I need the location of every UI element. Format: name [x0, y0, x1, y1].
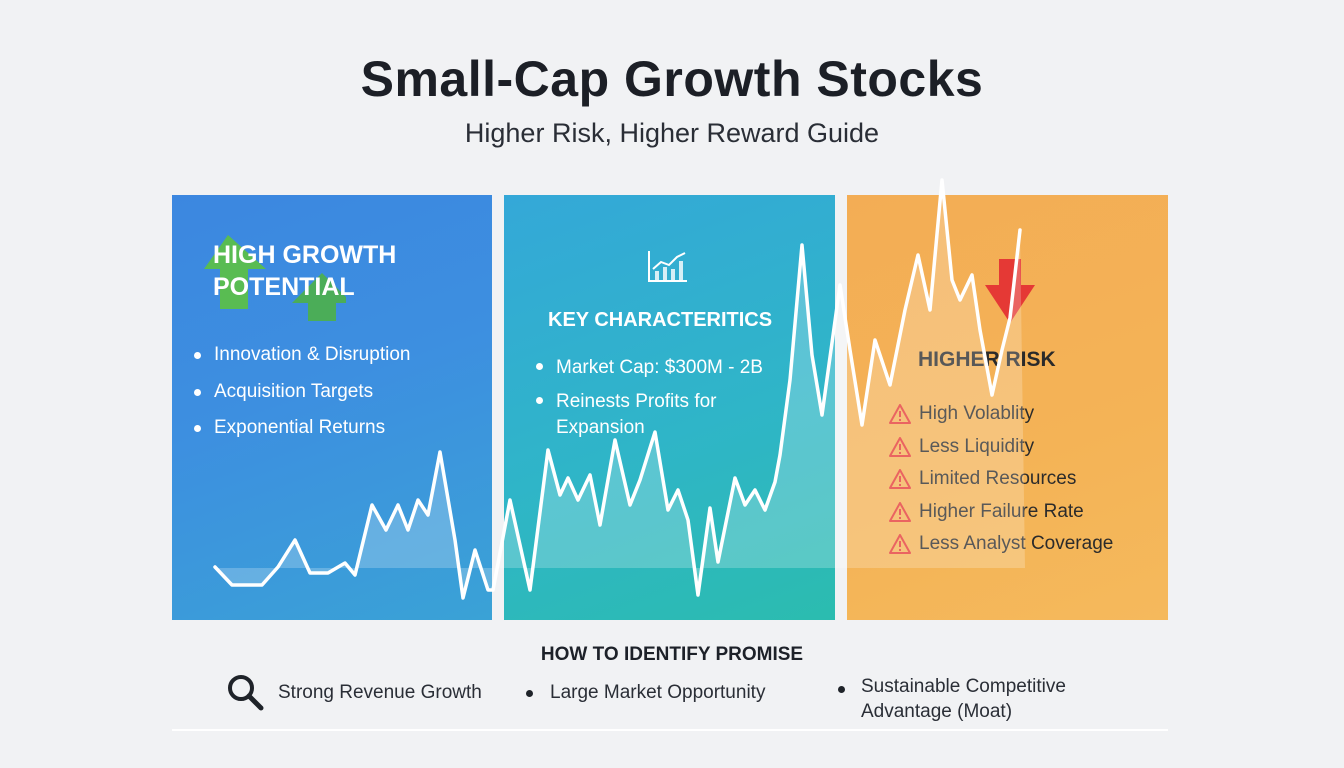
- bullet-dot: [526, 690, 533, 697]
- growth-heading-line1: HIGH GROWTH: [213, 241, 397, 269]
- characteristics-list: Market Cap: $300M - 2B Reinests Profits …: [532, 355, 763, 441]
- warning-icon: [889, 404, 911, 424]
- warning-icon: [889, 534, 911, 554]
- risk-panel: HIGHER RISK High Volablity Less Liquidit…: [847, 195, 1168, 620]
- growth-panel-heading: HIGH GROWTH POTENTIAL: [213, 239, 396, 303]
- promise-heading: HOW TO IDENTIFY PROMISE: [540, 644, 804, 665]
- list-item: Higher Failure Rate: [889, 501, 1113, 534]
- risk-heading: HIGHER RISK: [918, 348, 1056, 371]
- promise-item-market: Large Market Opportunity: [550, 682, 766, 703]
- bottom-divider: [172, 729, 1168, 731]
- warning-icon: [889, 469, 911, 489]
- list-item: Reinests Profits for Expansion: [532, 389, 763, 441]
- list-item: Less Liquidity: [889, 436, 1113, 469]
- growth-heading-line2: POTENTIAL: [213, 273, 355, 301]
- risk-list: High Volablity Less Liquidity Limited Re…: [889, 403, 1113, 566]
- list-item: Acquisition Targets: [190, 374, 410, 411]
- list-item: Less Analyst Coverage: [889, 533, 1113, 566]
- warning-icon: [889, 501, 911, 522]
- characteristics-heading: KEY CHARACTERITICS: [548, 309, 773, 331]
- list-item: Market Cap: $300M - 2B: [532, 355, 763, 381]
- list-item: Limited Resources: [889, 468, 1113, 501]
- list-item: Innovation & Disruption: [190, 337, 410, 374]
- bullet-dot: [838, 686, 845, 693]
- growth-panel: HIGH GROWTH POTENTIAL Innovation & Disru…: [172, 195, 492, 620]
- warning-icon: [889, 436, 911, 457]
- growth-list: Innovation & Disruption Acquisition Targ…: [190, 337, 410, 447]
- page-title: Small-Cap Growth Stocks: [360, 51, 984, 107]
- down-arrow-icon: [985, 259, 1035, 323]
- search-icon: [228, 675, 264, 711]
- page-subtitle: Higher Risk, Higher Reward Guide: [464, 118, 880, 148]
- list-item: Exponential Returns: [190, 410, 410, 447]
- characteristics-panel: KEY CHARACTERITICS Market Cap: $300M - 2…: [504, 195, 835, 620]
- line-chart-icon: [648, 251, 687, 282]
- promise-item-revenue: Strong Revenue Growth: [278, 682, 482, 703]
- list-item: High Volablity: [889, 403, 1113, 436]
- promise-item-moat: Sustainable Competitive Advantage (Moat): [861, 676, 1066, 722]
